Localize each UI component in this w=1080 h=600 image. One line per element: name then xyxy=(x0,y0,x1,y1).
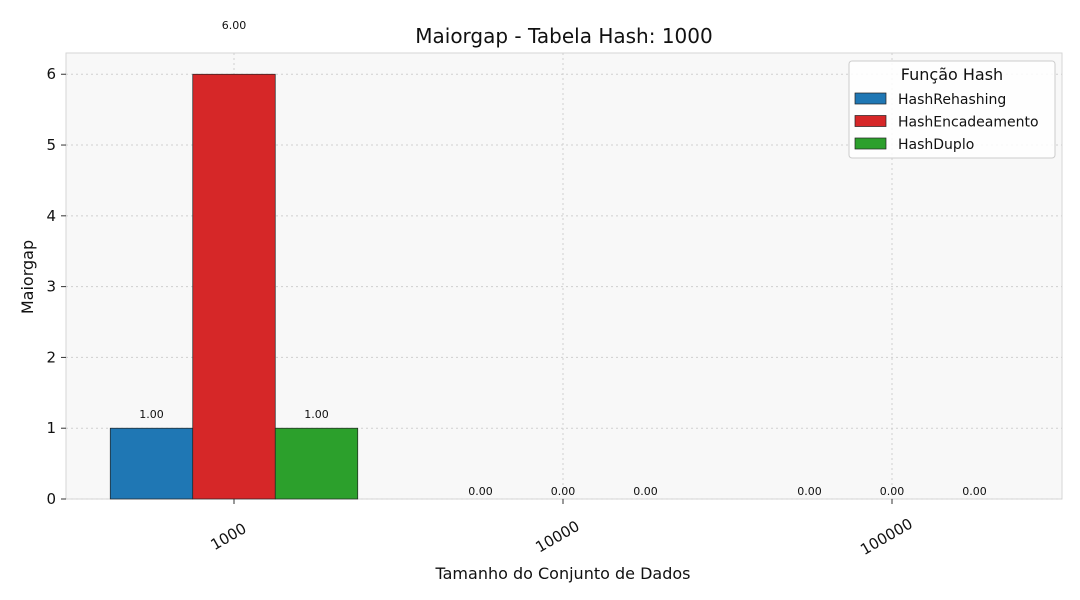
data-label: 1.00 xyxy=(304,408,329,421)
x-axis-label: Tamanho do Conjunto de Dados xyxy=(435,564,691,583)
legend-label-hashrehashing: HashRehashing xyxy=(898,92,1006,108)
y-tick-label: 1 xyxy=(46,419,56,437)
legend-label-hashduplo: HashDuplo xyxy=(898,137,974,153)
chart-title: Maiorgap - Tabela Hash: 1000 xyxy=(415,24,712,48)
y-tick-label: 2 xyxy=(46,348,56,366)
bars xyxy=(109,73,359,500)
bar-hashrehashing-1000 xyxy=(109,427,194,500)
legend-swatch-hashrehashing xyxy=(854,92,887,105)
legend-swatch-hashduplo xyxy=(854,137,887,150)
y-axis-label: Maiorgap xyxy=(18,240,37,314)
data-label: 0.00 xyxy=(551,485,576,498)
data-labels: 1.00 0.00 0.00 6.00 0.00 0.00 1.00 0.00 0.00 xyxy=(139,19,987,498)
data-label: 1.00 xyxy=(139,408,164,421)
bar-hashduplo-1000 xyxy=(274,427,359,500)
data-label: 0.00 xyxy=(633,485,658,498)
data-label: 0.00 xyxy=(880,485,905,498)
data-label: 0.00 xyxy=(962,485,987,498)
x-tick-label: 10000 xyxy=(532,517,582,556)
legend-box xyxy=(848,60,1056,159)
y-tick-label: 4 xyxy=(46,207,56,225)
y-tick-label: 5 xyxy=(46,136,56,154)
legend-title: Função Hash xyxy=(901,65,1003,84)
x-tick-label: 100000 xyxy=(857,515,916,559)
data-label: 0.00 xyxy=(797,485,822,498)
x-tick-label: 1000 xyxy=(207,519,249,554)
legend: Função Hash HashRehashing HashEncadeamento… xyxy=(848,60,1056,159)
data-label: 6.00 xyxy=(222,19,247,32)
legend-swatch-hashencadeamento xyxy=(854,115,887,127)
y-tick-label: 3 xyxy=(46,278,56,296)
legend-label-hashencadeamento: HashEncadeamento xyxy=(898,115,1039,131)
y-tick-label: 0 xyxy=(46,490,56,508)
bar-hashencadeamento-1000 xyxy=(192,73,276,500)
data-label: 0.00 xyxy=(468,485,493,498)
y-tick-label: 6 xyxy=(46,65,56,83)
